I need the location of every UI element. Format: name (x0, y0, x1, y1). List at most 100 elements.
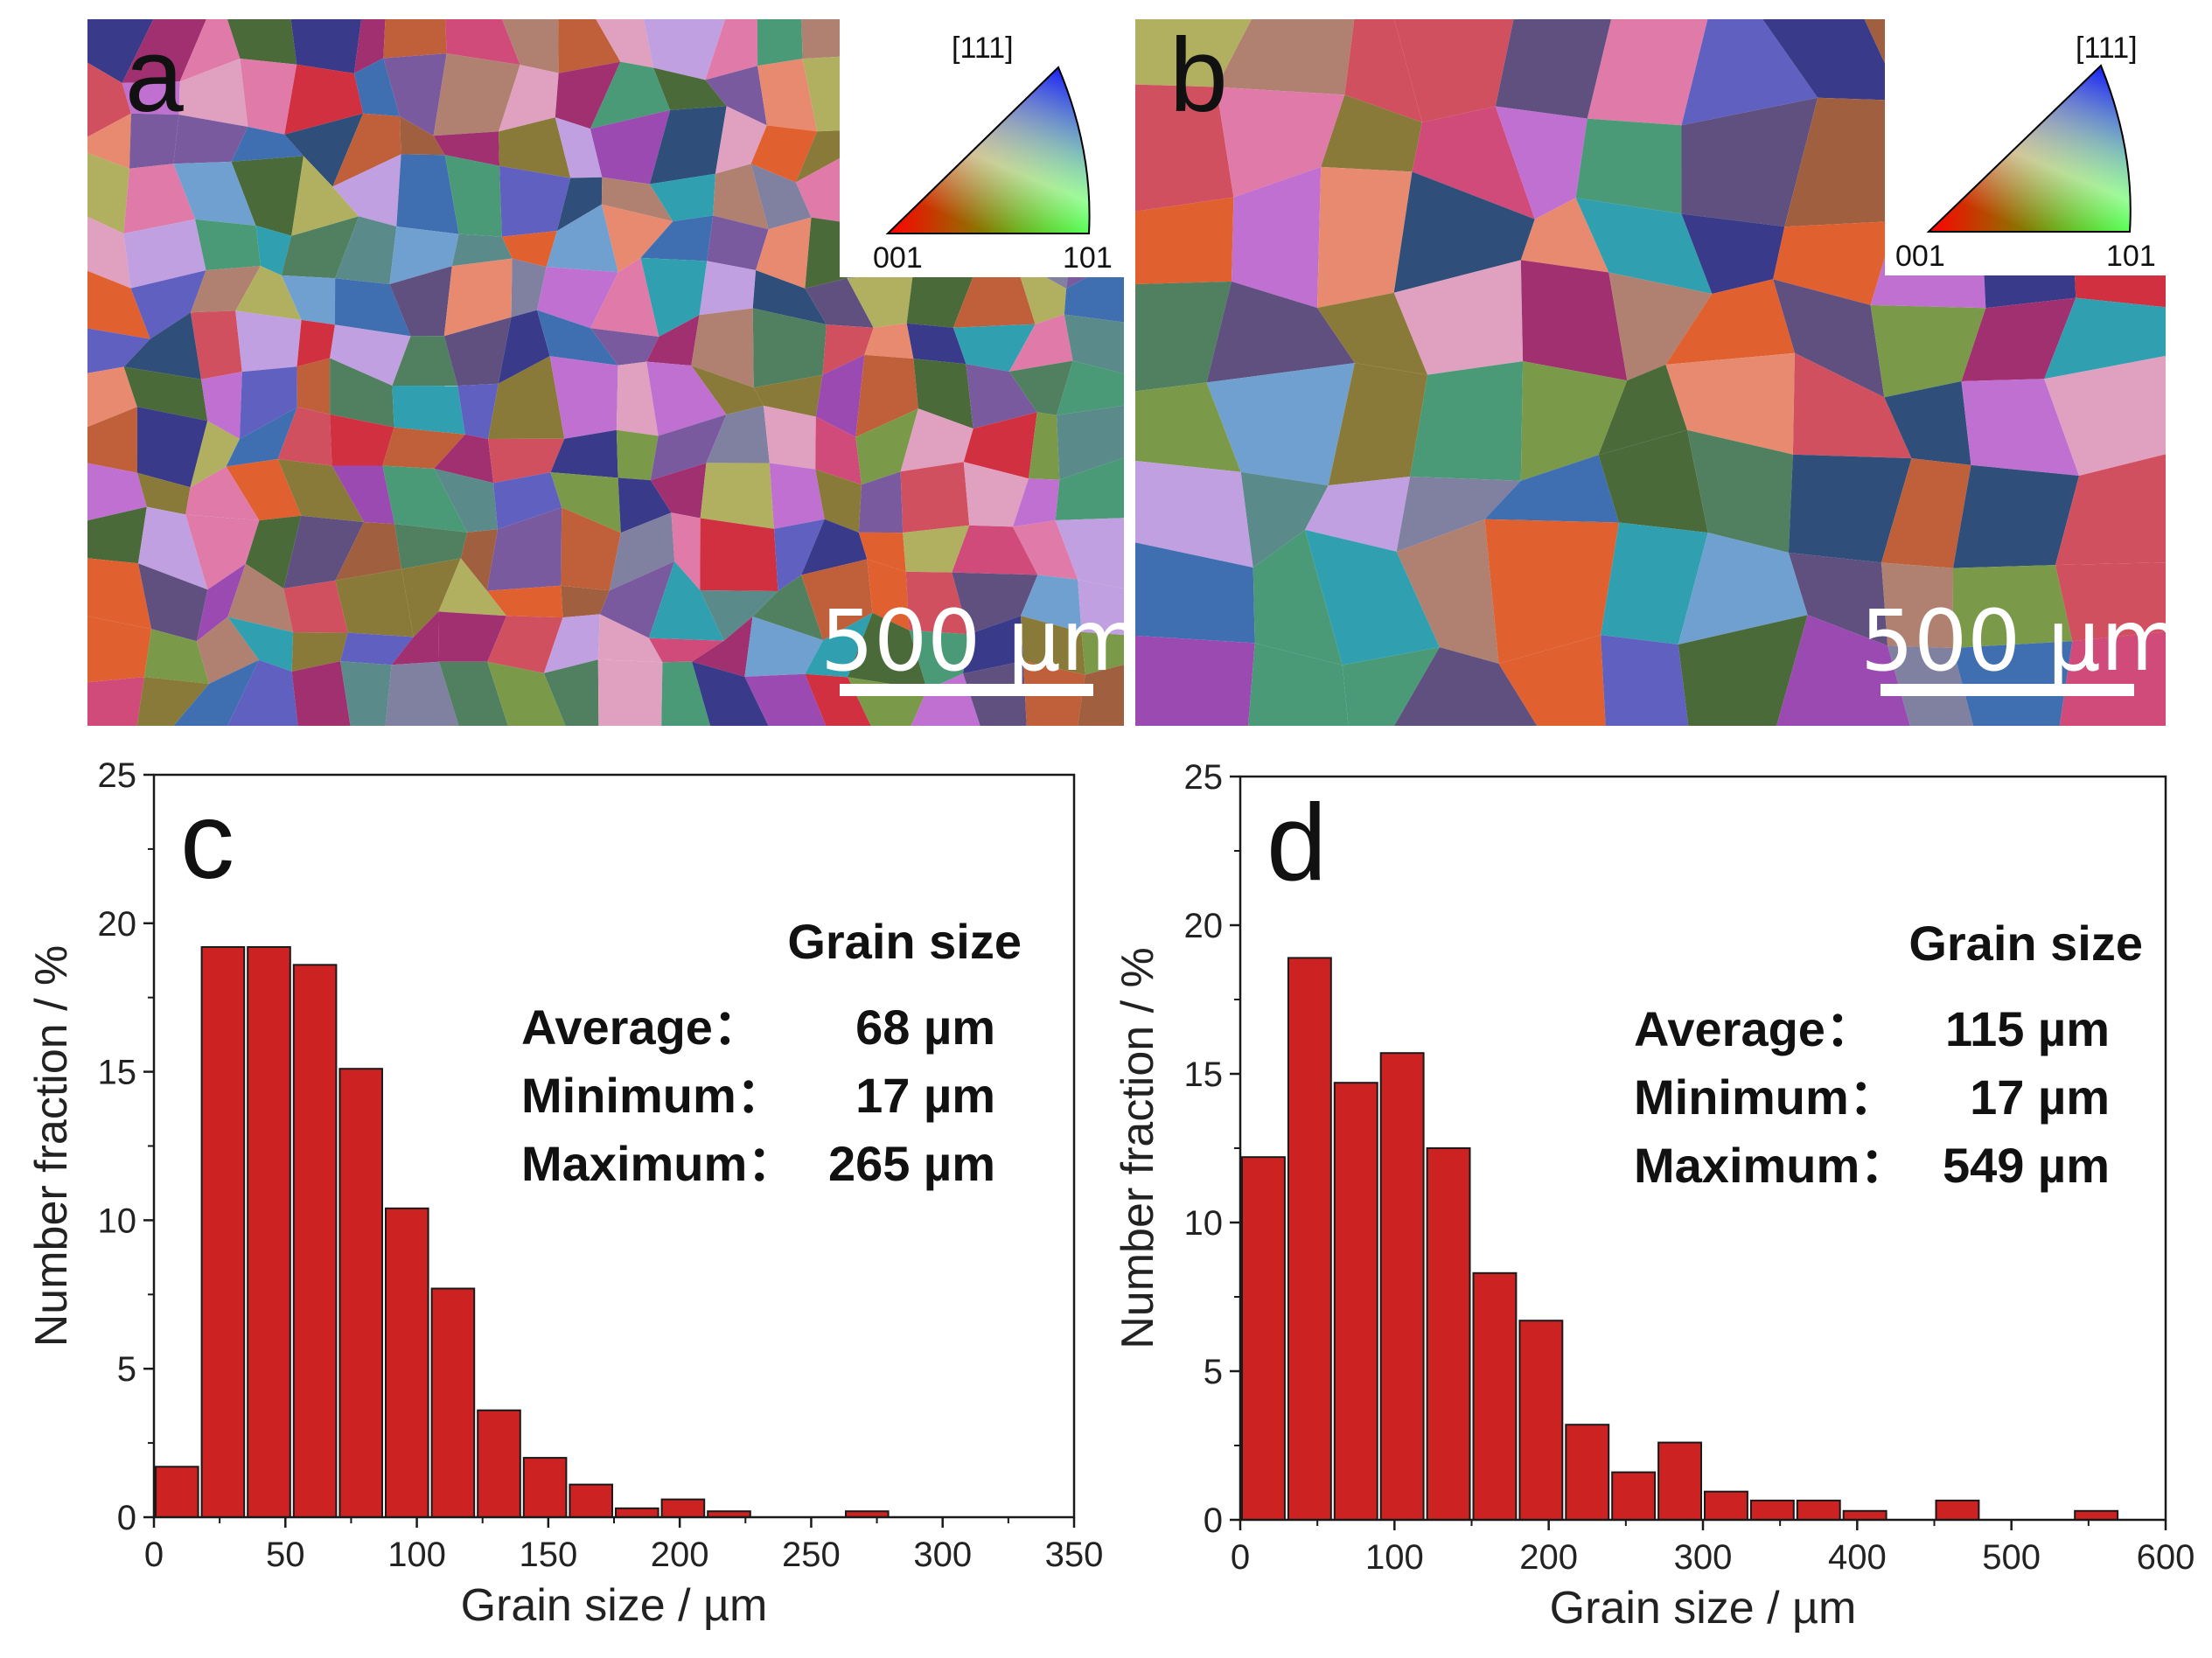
map-a-grain (550, 472, 621, 533)
map-a-grain (488, 438, 565, 484)
map-a-grain (753, 374, 823, 417)
y-tick-label-d-1: 5 (1204, 1353, 1223, 1391)
map-b-grain (1240, 471, 1329, 568)
map-a-grain (805, 278, 874, 328)
map-a-grain (744, 673, 827, 726)
map-a-grain (855, 408, 918, 485)
map-a-grain (805, 673, 871, 726)
map-a-grain (173, 659, 260, 726)
map-a-grain (691, 308, 754, 388)
map-b-grain (1317, 166, 1413, 308)
map-b-grain (1412, 106, 1535, 219)
map-b-grain (1206, 281, 1355, 383)
map-a-grain (757, 19, 803, 66)
map-a-grain (590, 61, 671, 129)
bar-d-10 (1704, 1490, 1748, 1522)
scalebar-b (1881, 684, 2134, 696)
map-b-grain (1216, 87, 1345, 198)
map-a-grain (706, 406, 770, 463)
map-b-grain (1773, 279, 1885, 398)
map-a-grain (822, 324, 874, 375)
map-a-grain (281, 275, 336, 325)
map-a-grain (382, 465, 468, 533)
map-a-grain (332, 113, 401, 187)
map-b-grain (1498, 635, 1606, 726)
map-b-grain (1870, 304, 1986, 398)
map-a-grain (123, 366, 208, 421)
stats-value-c-1: 17 µm (855, 1068, 995, 1123)
map-b-grain (1305, 477, 1411, 552)
map-a-grain (550, 429, 618, 478)
map-a-grain (277, 407, 332, 466)
map-a-grain (291, 156, 359, 236)
map-a-grain (590, 328, 659, 366)
map-a-grain (906, 323, 966, 365)
map-a-grain (240, 366, 297, 439)
map-a-grain (383, 53, 447, 136)
map-b-grain (1952, 565, 2073, 648)
y-tick-label-c-2: 10 (98, 1202, 137, 1240)
bar-d-8 (1611, 1471, 1657, 1521)
ebsd-map-b (1135, 19, 2166, 726)
panel-letter-c: c (180, 781, 234, 902)
map-a-grain (196, 617, 260, 684)
stats-value-c-2: 265 µm (828, 1136, 995, 1191)
map-b-grain (1520, 260, 1628, 381)
map-a-grain (867, 559, 910, 630)
x-tick-label-c-6: 300 (913, 1536, 972, 1574)
map-a-grain (433, 131, 499, 166)
map-a-grain (692, 617, 753, 677)
map-a-grain (129, 113, 179, 169)
histogram-c: 0 50 100 150 200 250 300 350 0 5 10 15 20 25 Grain siz… (26, 756, 1103, 1631)
map-a-grain (391, 611, 439, 665)
map-a-grain (487, 616, 563, 673)
map-a-grain (590, 109, 671, 185)
map-b-grain (1135, 635, 1255, 726)
x-tick-label-d-1: 100 (1365, 1538, 1424, 1577)
panel-letter-b: b (1169, 17, 1228, 134)
map-a-grain (231, 156, 304, 236)
map-a-grain (487, 661, 566, 726)
map-a-grain (815, 354, 865, 437)
bar-c-1 (200, 945, 246, 1518)
map-a-grain (1021, 575, 1082, 632)
map-a-grain (138, 506, 208, 590)
stats-label-c-1: Minimum： (521, 1068, 785, 1123)
map-a-grain (196, 563, 246, 642)
map-b-grain (1575, 118, 1682, 214)
map-a-grain (952, 572, 1038, 635)
map-a-grain (290, 19, 362, 73)
map-b-grain (1681, 19, 1818, 126)
map-b-grain (1248, 643, 1349, 726)
map-a-grain (330, 414, 394, 466)
map-b-grain (1598, 364, 1687, 456)
map-a-grain (561, 585, 610, 618)
map-b-grain (1393, 171, 1535, 293)
grain-mosaic-b (1135, 19, 2166, 726)
map-a-grain (1055, 457, 1124, 520)
map-a-grain (227, 659, 298, 726)
map-a-grain (952, 525, 1038, 575)
y-tick-label-d-5: 25 (1184, 758, 1224, 797)
map-a-grain (752, 308, 827, 388)
map-a-grain (277, 459, 365, 522)
map-b-grain (1216, 19, 1355, 95)
map-a-grain (123, 164, 196, 233)
map-a-grain (648, 637, 724, 663)
map-b-grain (1135, 281, 1232, 392)
map-a-grain (649, 106, 727, 185)
map-a-grain (443, 258, 513, 337)
map-a-grain (900, 462, 970, 533)
map-a-grain (502, 19, 559, 73)
map-a-grain (87, 506, 147, 564)
map-a-grain (389, 226, 459, 284)
map-a-grain (284, 113, 364, 187)
map-a-grain (815, 416, 862, 485)
map-b-grain (1575, 198, 1713, 294)
map-a-grain (353, 58, 400, 116)
map-a-grain (750, 125, 818, 183)
map-a-grain (227, 617, 294, 672)
map-a-grain (87, 153, 129, 233)
map-b-grain (1305, 529, 1440, 665)
map-b-grain (1792, 352, 1912, 459)
